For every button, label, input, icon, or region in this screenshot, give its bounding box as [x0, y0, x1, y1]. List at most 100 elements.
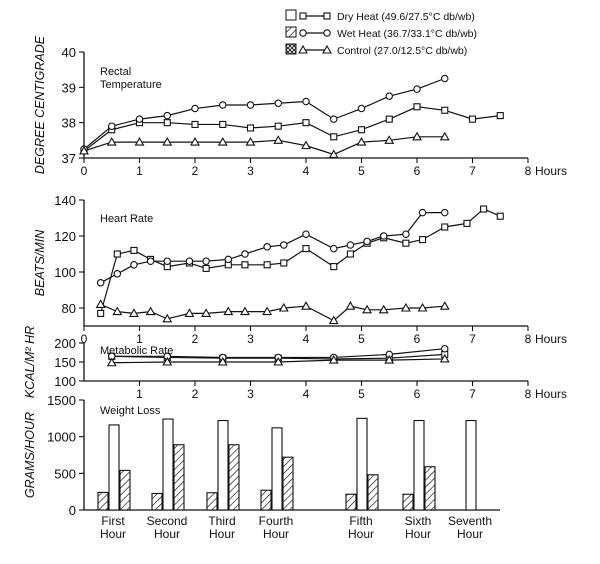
data-point-control — [356, 136, 367, 146]
data-point-control — [328, 354, 339, 364]
data-point-wet-heat — [246, 101, 255, 109]
x-axis-label-0: Hours — [535, 164, 567, 178]
data-point-dry-heat — [441, 106, 449, 114]
bar-wet-heat — [119, 469, 131, 511]
bar-dry-heat — [271, 427, 283, 511]
bar-wet-heat — [282, 456, 294, 511]
bar-control — [260, 489, 272, 511]
data-point-dry-heat — [418, 236, 427, 244]
bar-wet-heat — [367, 474, 379, 511]
data-point-control — [217, 356, 228, 366]
data-point-control — [106, 136, 117, 146]
y-tick-label-1: 80 — [62, 301, 76, 316]
bar-dry-heat — [465, 419, 477, 511]
series-line-wet-heat — [83, 77, 445, 150]
series-line-dry-heat — [100, 208, 501, 314]
data-point-dry-heat — [219, 120, 227, 128]
data-point-control — [262, 306, 273, 316]
data-point-wet-heat — [302, 230, 310, 238]
legend-label-2: Control (27.0/12.5°C db/wb) — [337, 45, 467, 57]
data-point-wet-heat — [113, 270, 122, 278]
data-point-dry-heat — [330, 263, 338, 271]
x-tick-label-0: 5 — [358, 164, 365, 178]
bar-category-label: Seventh Hour — [448, 514, 492, 541]
series-line-dry-heat — [83, 106, 501, 152]
data-point-dry-heat — [97, 309, 105, 317]
data-point-wet-heat — [357, 104, 366, 113]
data-point-wet-heat — [329, 244, 338, 253]
y-tick-label-1: 140 — [54, 193, 76, 208]
bar-chart-title: Weight Loss — [100, 405, 161, 417]
data-point-dry-heat — [241, 261, 249, 269]
legend-marker-1 — [299, 29, 307, 37]
x-tick-label-0: 3 — [247, 164, 254, 178]
data-point-dry-heat — [246, 124, 255, 132]
data-point-control — [184, 308, 195, 317]
data-point-wet-heat — [440, 344, 449, 353]
x-tick-label-1: 3 — [247, 332, 254, 346]
data-point-wet-heat — [346, 241, 355, 249]
x-tick-label-2: 6 — [414, 387, 421, 401]
x-tick-label-2: 5 — [358, 387, 365, 401]
bar-category-label: First Hour — [100, 514, 126, 541]
bar-control — [402, 493, 414, 511]
data-point-dry-heat — [163, 119, 171, 127]
data-point-control — [328, 315, 339, 325]
y-tick-label-0: 37 — [62, 151, 76, 166]
data-point-dry-heat — [302, 119, 310, 127]
data-point-control — [378, 304, 389, 314]
data-point-wet-heat — [329, 115, 338, 123]
data-point-wet-heat — [185, 257, 194, 265]
x-tick-label-0: 0 — [81, 164, 88, 178]
data-point-wet-heat — [440, 208, 449, 217]
data-point-dry-heat — [496, 112, 504, 120]
data-point-wet-heat — [440, 74, 449, 83]
y-axis-label-2: KCAL/M² HR — [23, 326, 37, 398]
x-tick-label-1: 6 — [414, 332, 421, 346]
data-point-wet-heat — [379, 232, 388, 240]
x-axis-label-2: Hours — [535, 387, 567, 401]
x-axis-label-1: Hours — [535, 332, 567, 346]
data-point-control — [417, 302, 428, 312]
data-point-dry-heat — [441, 223, 449, 231]
data-point-control — [362, 304, 372, 314]
x-tick-label-0: 4 — [303, 164, 310, 178]
data-point-control — [217, 136, 228, 146]
bar-y-tick-label: 0 — [69, 503, 76, 518]
data-point-wet-heat — [163, 257, 172, 265]
y-tick-label-2: 200 — [54, 336, 76, 351]
y-tick-label-0: 40 — [62, 45, 76, 60]
bar-category-label: Fifth Hour — [348, 514, 374, 541]
chart-title-2: Metabolic Rate — [100, 345, 173, 357]
bar-y-tick-label: 1000 — [47, 430, 76, 445]
data-point-control — [162, 356, 173, 366]
data-point-wet-heat — [146, 257, 155, 265]
legend-box-1 — [285, 26, 297, 38]
data-point-wet-heat — [130, 261, 138, 269]
data-point-control — [412, 131, 422, 141]
bar-y-tick-label: 1500 — [47, 393, 76, 408]
x-tick-label-2: 3 — [247, 387, 254, 401]
data-point-control — [439, 301, 450, 310]
bar-dry-heat — [356, 417, 368, 511]
data-point-dry-heat — [385, 115, 393, 123]
y-tick-label-0: 38 — [62, 116, 76, 131]
data-point-wet-heat — [413, 85, 421, 93]
data-point-control — [345, 301, 356, 310]
x-tick-label-1: 4 — [303, 332, 310, 346]
data-point-dry-heat — [202, 264, 210, 272]
y-axis-label-1: BEATS/MIN — [33, 229, 47, 296]
data-point-control — [301, 301, 311, 310]
data-point-wet-heat — [96, 279, 105, 287]
legend-box-2 — [285, 43, 297, 55]
data-point-control — [439, 131, 450, 141]
data-point-wet-heat — [224, 255, 233, 264]
data-point-dry-heat — [302, 245, 310, 253]
x-tick-label-1: 2 — [192, 332, 199, 346]
data-point-wet-heat — [363, 237, 371, 246]
x-tick-label-0: 6 — [414, 164, 421, 178]
data-point-control — [240, 306, 250, 316]
data-point-control — [384, 354, 395, 364]
